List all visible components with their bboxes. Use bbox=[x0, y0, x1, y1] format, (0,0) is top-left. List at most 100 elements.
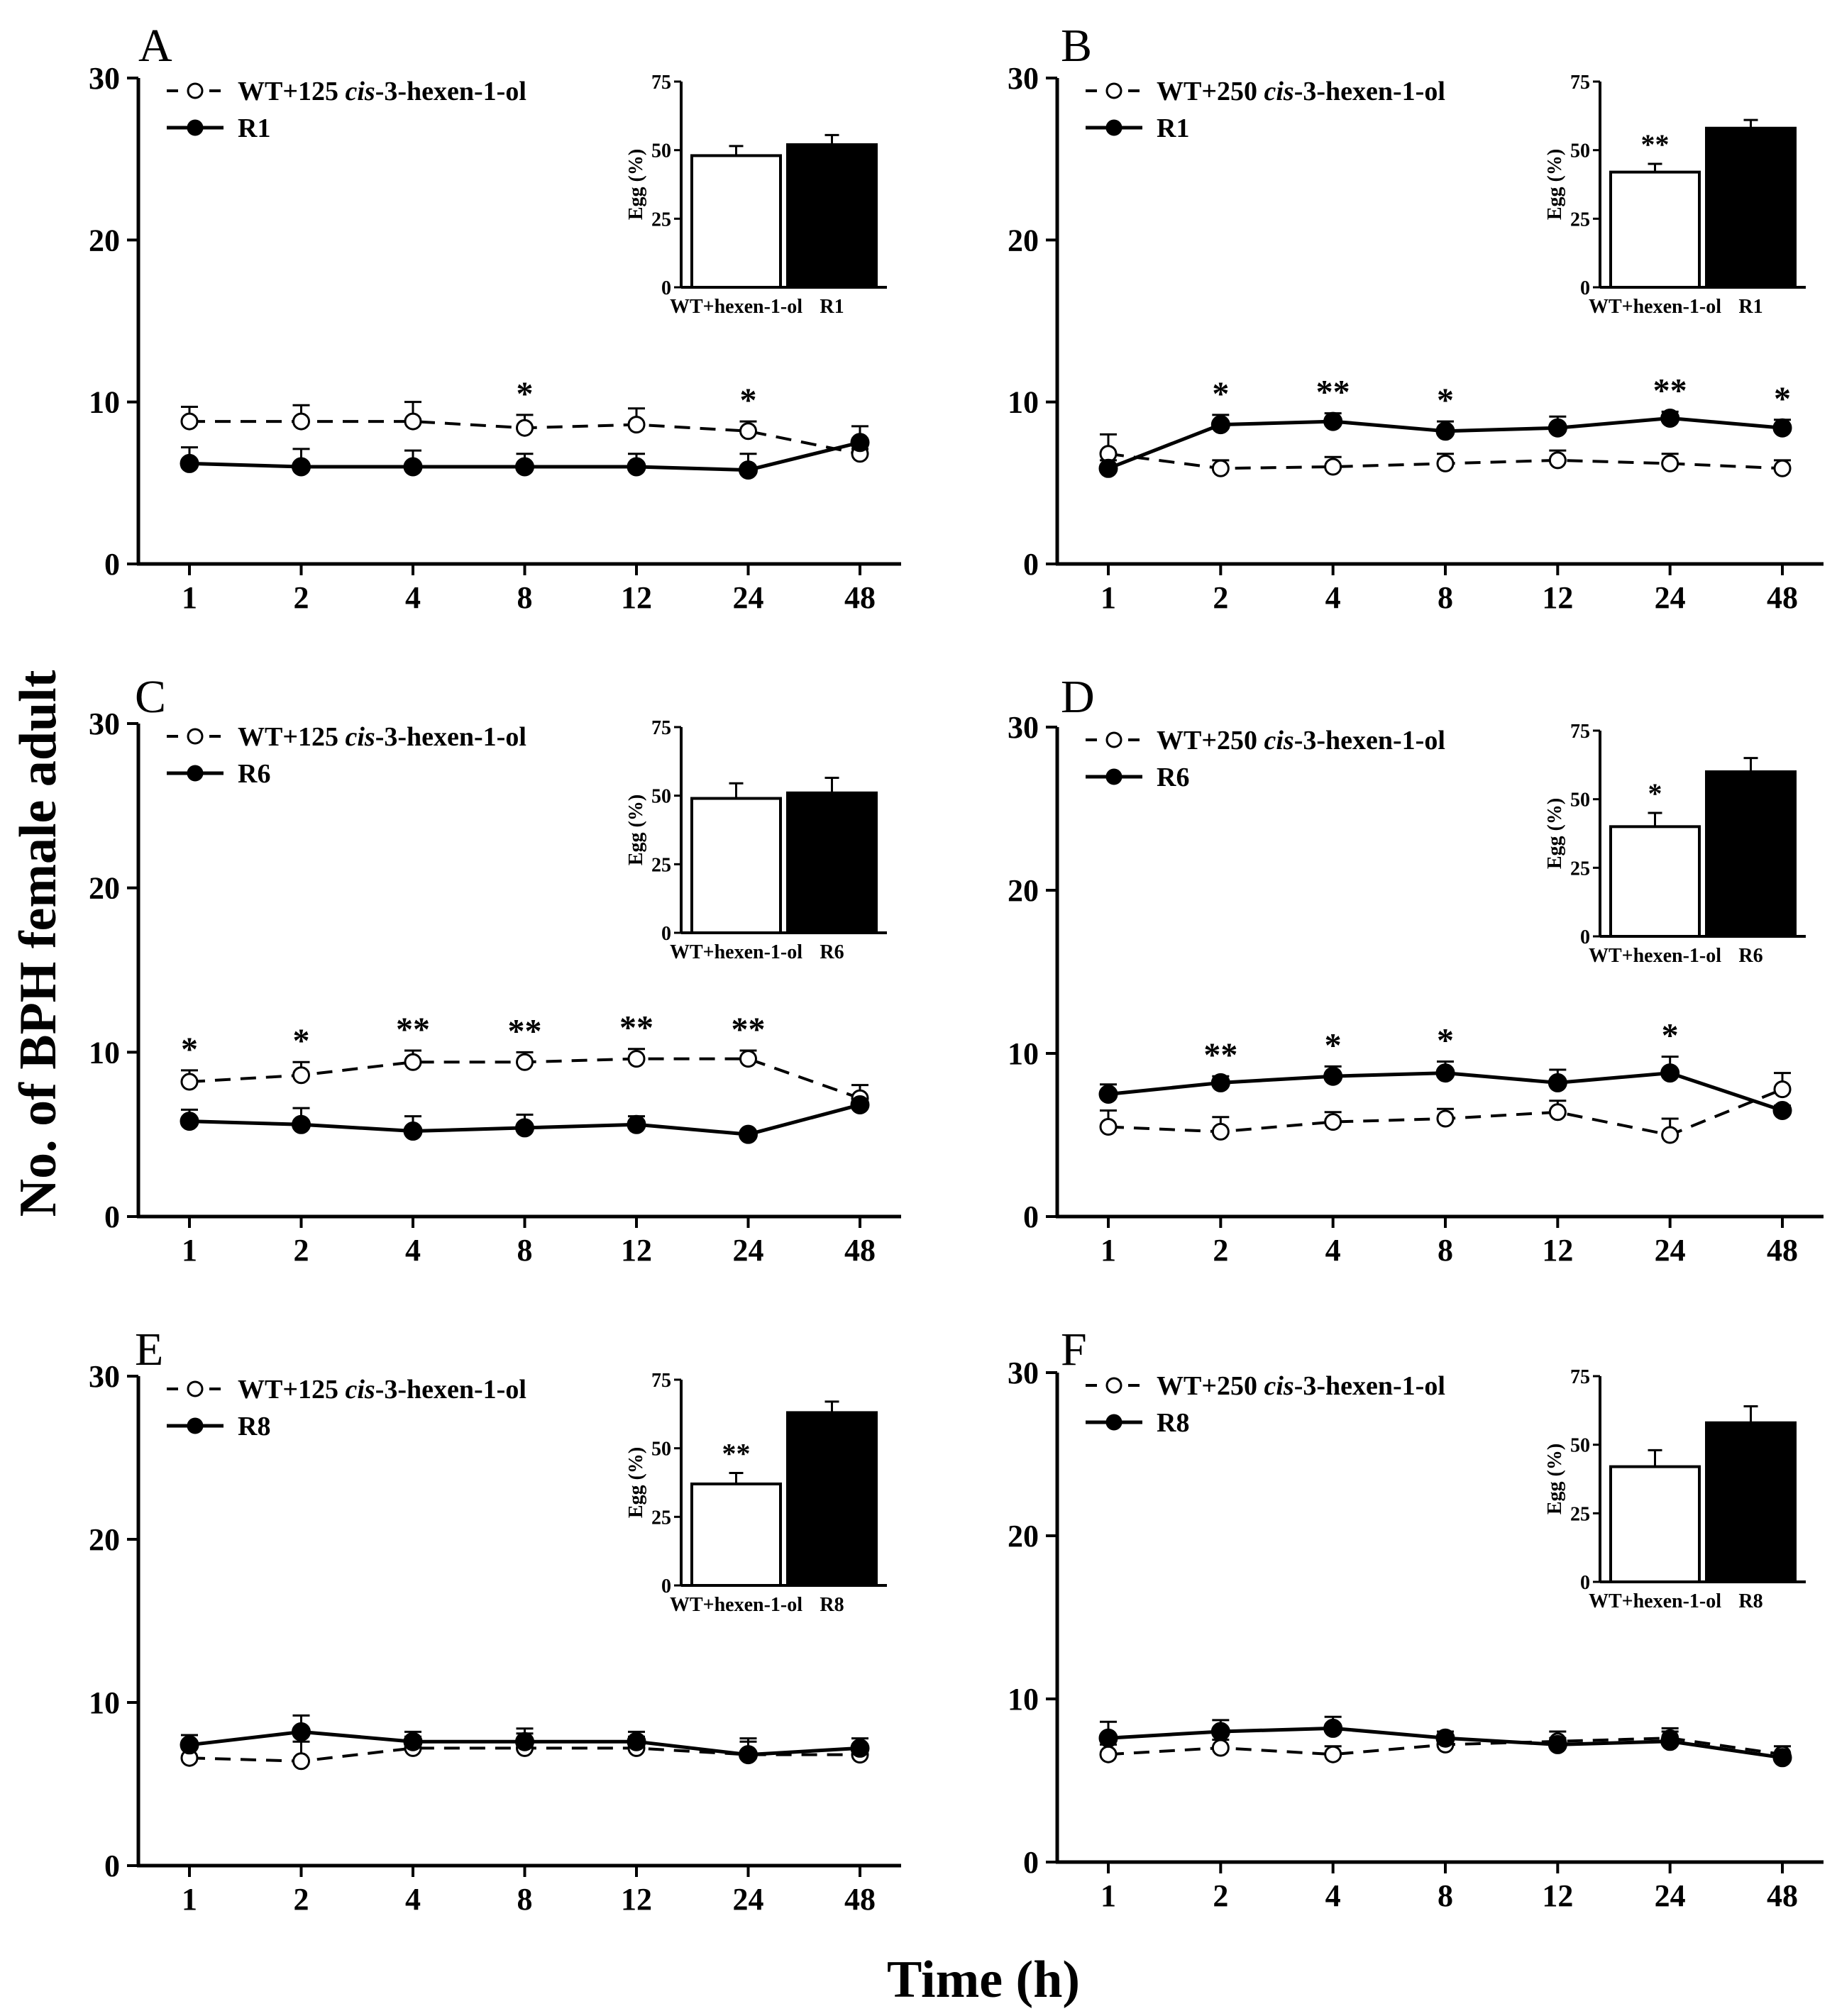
y-tick-label: 30 bbox=[89, 707, 120, 741]
data-point-filled bbox=[1660, 1732, 1680, 1751]
x-tick-label: 24 bbox=[733, 1882, 764, 1917]
inset-significance-mark: ** bbox=[1641, 128, 1670, 160]
y-axis-title: No. of BPH female adult bbox=[9, 670, 67, 1217]
data-point-filled bbox=[1548, 418, 1567, 438]
data-point-filled bbox=[515, 457, 534, 477]
data-point-open bbox=[292, 1066, 310, 1085]
inset-y-tick-label: 75 bbox=[651, 717, 671, 739]
data-point-filled bbox=[1210, 1722, 1230, 1741]
data-point-filled bbox=[1435, 1728, 1455, 1748]
data-point-open bbox=[1773, 1080, 1792, 1099]
legend-label: R8 bbox=[238, 1412, 270, 1441]
x-tick-label: 12 bbox=[621, 1233, 652, 1268]
data-point-filled bbox=[1548, 1734, 1567, 1754]
x-tick-label: 48 bbox=[844, 1882, 876, 1917]
legend-marker bbox=[187, 1380, 204, 1397]
x-tick-label: 48 bbox=[844, 580, 876, 615]
data-point-filled bbox=[627, 1114, 646, 1134]
inset-y-axis-title: Egg (%) bbox=[625, 149, 647, 220]
inset-category-label: R8 bbox=[820, 1594, 844, 1616]
data-point-filled bbox=[739, 1124, 758, 1144]
data-point-filled bbox=[1098, 1728, 1118, 1748]
significance-mark: ** bbox=[508, 1012, 542, 1050]
inset-y-tick-label: 0 bbox=[661, 277, 671, 299]
x-tick-label: 2 bbox=[294, 580, 309, 615]
legend-label: R6 bbox=[238, 759, 270, 789]
inset-category-label: WT+hexen-1-ol bbox=[1589, 296, 1721, 318]
y-tick-label: 0 bbox=[1023, 1845, 1039, 1880]
inset-bar-control bbox=[690, 1482, 782, 1588]
data-point-filled bbox=[627, 1732, 646, 1751]
y-tick-label: 0 bbox=[104, 1849, 120, 1883]
legend-label: WT+125 cis-3-hexen-1-ol bbox=[238, 722, 526, 752]
inset-y-tick-label: 75 bbox=[651, 72, 671, 94]
data-point-open bbox=[1324, 1745, 1342, 1763]
significance-mark: * bbox=[1437, 382, 1454, 419]
x-tick-label: 4 bbox=[405, 580, 421, 615]
x-tick-label: 2 bbox=[294, 1882, 309, 1917]
y-tick-label: 10 bbox=[89, 1035, 120, 1070]
x-tick-label: 1 bbox=[1100, 580, 1116, 615]
inset-bar-control bbox=[1609, 170, 1701, 289]
data-point-filled bbox=[1210, 415, 1230, 435]
data-point-filled bbox=[180, 1735, 199, 1755]
y-tick-label: 0 bbox=[1023, 547, 1039, 582]
inset-y-axis-title: Egg (%) bbox=[1544, 149, 1566, 220]
inset-y-tick-label: 75 bbox=[1570, 1366, 1590, 1388]
inset-bar-chart: 0 25 50 75 Egg (%) WT+hexen-1-ol R6 bbox=[625, 717, 887, 963]
significance-mark: * bbox=[293, 1022, 310, 1060]
inset-bar-chart: 0 25 50 75 Egg (%) WT+hexen-1-ol R8 bbox=[1544, 1366, 1806, 1612]
x-tick-label: 24 bbox=[733, 1233, 764, 1268]
inset-bar-control bbox=[1609, 825, 1701, 938]
legend-marker bbox=[187, 728, 204, 745]
data-point-open bbox=[404, 1053, 422, 1071]
significance-mark: * bbox=[1437, 1022, 1454, 1060]
y-tick-label: 30 bbox=[1008, 710, 1039, 745]
inset-bar-line bbox=[786, 1411, 878, 1588]
x-tick-label: 4 bbox=[405, 1882, 421, 1917]
data-point-open bbox=[404, 412, 422, 431]
legend-label: R1 bbox=[1157, 113, 1189, 143]
data-point-open bbox=[1099, 1118, 1118, 1136]
data-point-open bbox=[1211, 1739, 1230, 1757]
inset-category-label: R8 bbox=[1738, 1590, 1762, 1612]
x-tick-label: 12 bbox=[1542, 1878, 1573, 1913]
legend-marker bbox=[1105, 768, 1122, 785]
significance-mark: ** bbox=[732, 1011, 766, 1048]
inset-category-label: R6 bbox=[820, 941, 844, 963]
data-point-filled bbox=[1660, 1063, 1680, 1083]
x-tick-label: 48 bbox=[844, 1233, 876, 1268]
y-tick-label: 30 bbox=[1008, 1356, 1039, 1390]
inset-y-tick-label: 25 bbox=[651, 209, 671, 231]
inset-y-axis-title: Egg (%) bbox=[625, 794, 647, 865]
data-point-open bbox=[1773, 459, 1792, 477]
y-tick-label: 20 bbox=[1008, 223, 1039, 257]
inset-y-tick-label: 25 bbox=[1570, 858, 1590, 880]
data-point-filled bbox=[1435, 1063, 1455, 1083]
inset-y-tick-label: 50 bbox=[1570, 140, 1590, 162]
inset-y-axis-title: Egg (%) bbox=[625, 1447, 647, 1518]
inset-y-tick-label: 75 bbox=[1570, 721, 1590, 743]
x-tick-label: 24 bbox=[1655, 580, 1686, 615]
data-point-filled bbox=[403, 1121, 423, 1141]
x-tick-label: 24 bbox=[1655, 1878, 1686, 1913]
x-tick-label: 4 bbox=[1325, 1878, 1341, 1913]
x-tick-label: 8 bbox=[517, 1882, 533, 1917]
data-point-filled bbox=[850, 433, 870, 453]
inset-y-tick-label: 0 bbox=[1580, 1572, 1590, 1594]
data-point-filled bbox=[1098, 1085, 1118, 1104]
y-tick-label: 30 bbox=[1008, 61, 1039, 96]
y-tick-label: 20 bbox=[89, 223, 120, 257]
data-point-filled bbox=[292, 457, 311, 477]
data-point-filled bbox=[1435, 421, 1455, 441]
significance-mark: ** bbox=[619, 1009, 653, 1047]
significance-mark: * bbox=[181, 1031, 198, 1068]
x-tick-label: 1 bbox=[182, 1233, 197, 1268]
y-tick-label: 10 bbox=[1008, 1682, 1039, 1717]
x-tick-label: 2 bbox=[1213, 1878, 1228, 1913]
y-tick-label: 20 bbox=[1008, 873, 1039, 908]
